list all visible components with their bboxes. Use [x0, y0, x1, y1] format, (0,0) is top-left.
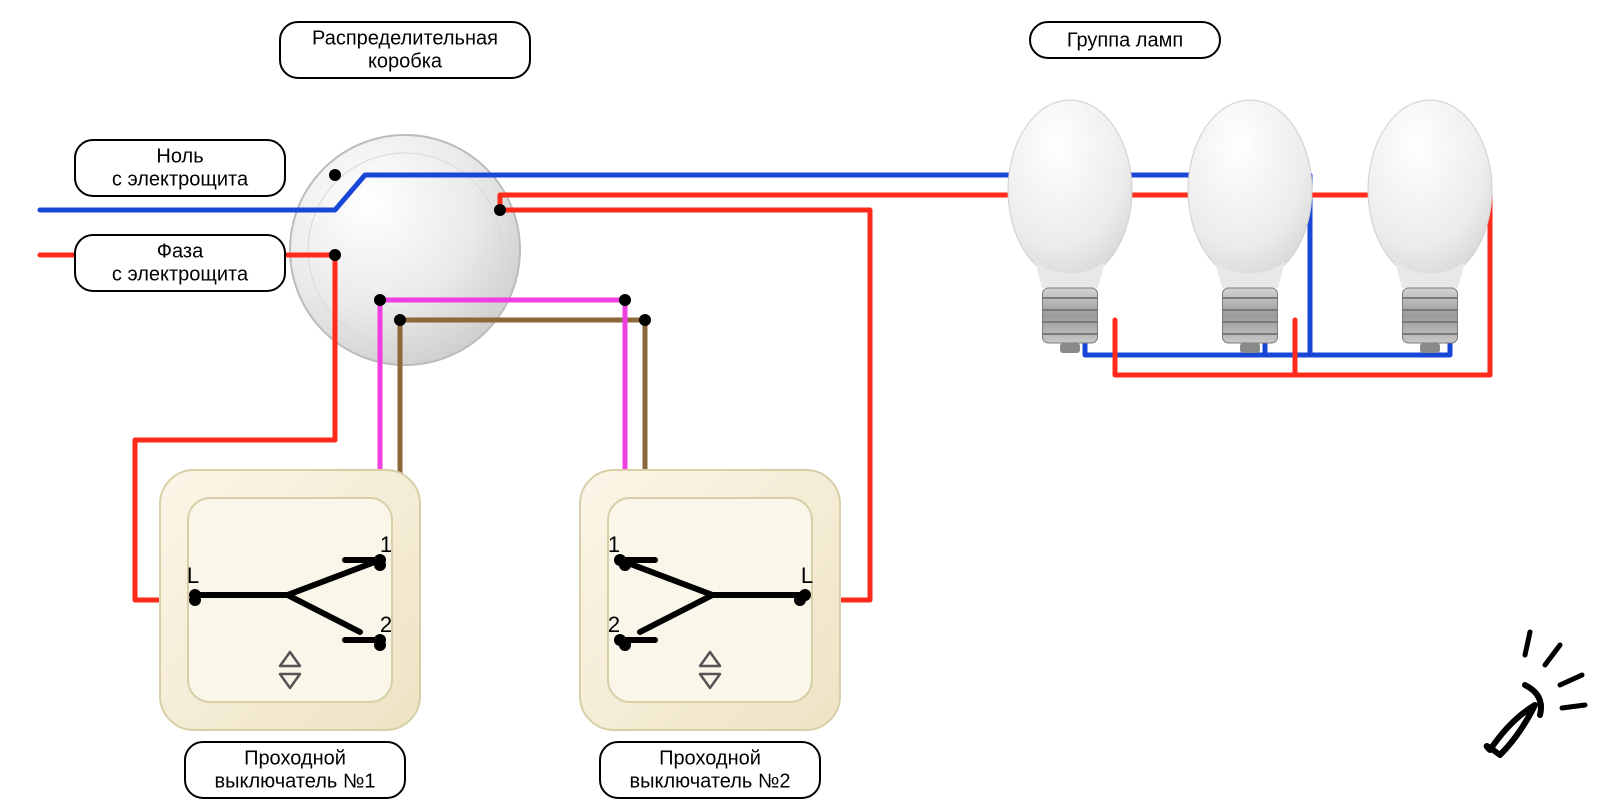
wiring-diagram: L 1 2 L 1 2 Распределительнаякоробка Группа л…: [0, 0, 1600, 800]
svg-text:2: 2: [380, 612, 392, 637]
svg-text:с электрощита: с электрощита: [112, 168, 249, 190]
svg-text:Фаза: Фаза: [157, 240, 204, 262]
svg-text:Ноль: Ноль: [156, 145, 203, 167]
svg-text:с электрощита: с электрощита: [112, 263, 249, 285]
svg-text:выключатель №1: выключатель №1: [215, 770, 376, 792]
junction-box: [290, 135, 520, 365]
svg-text:1: 1: [608, 532, 620, 557]
svg-text:коробка: коробка: [368, 50, 443, 72]
svg-text:Распределительная: Распределительная: [312, 27, 498, 49]
svg-text:выключатель №2: выключатель №2: [630, 770, 791, 792]
lamp-group: [1008, 100, 1492, 353]
svg-text:L: L: [187, 563, 199, 588]
svg-text:2: 2: [608, 612, 620, 637]
svg-text:1: 1: [380, 532, 392, 557]
logo-icon: [1487, 632, 1585, 755]
svg-text:Проходной: Проходной: [659, 747, 761, 769]
svg-text:L: L: [801, 563, 813, 588]
svg-text:Проходной: Проходной: [244, 747, 346, 769]
svg-text:Группа ламп: Группа ламп: [1067, 29, 1183, 51]
